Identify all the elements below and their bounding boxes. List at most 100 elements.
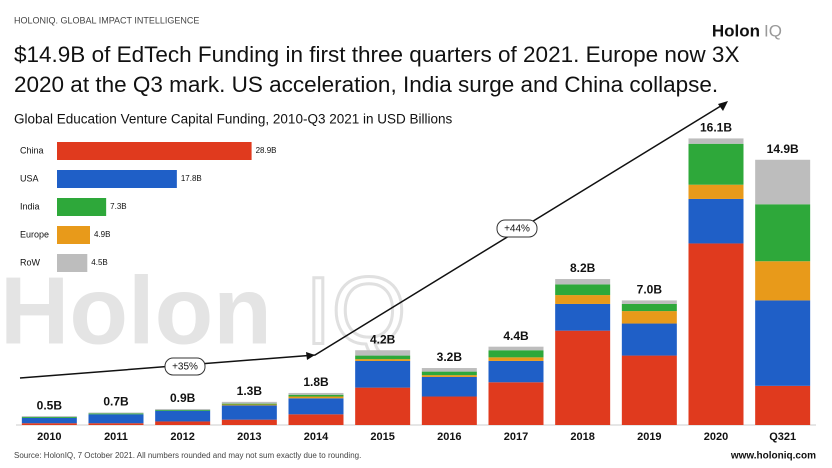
bar-segment xyxy=(555,303,611,331)
bar-segment xyxy=(288,414,344,425)
bar-segment xyxy=(88,423,144,425)
title-line: $14.9B of EdTech Funding in first three … xyxy=(14,42,739,67)
bar-segment xyxy=(421,371,477,376)
x-tick-label: 2013 xyxy=(237,431,261,443)
bar-segment xyxy=(21,417,77,424)
bar-segment xyxy=(355,355,411,360)
bar-segment xyxy=(755,385,811,425)
bar-segment xyxy=(755,300,811,386)
total-label: 0.7B xyxy=(103,395,129,409)
bar-segment xyxy=(421,375,477,377)
bar-segment xyxy=(288,392,344,395)
bar-segment xyxy=(221,403,277,405)
value-label: 4.5B xyxy=(91,258,107,267)
annotation: +35% xyxy=(172,362,198,373)
bar-segment xyxy=(688,143,744,185)
category-label: RoW xyxy=(20,257,41,267)
bar xyxy=(57,170,177,188)
bar-segment xyxy=(21,416,77,418)
title-line: 2020 at the Q3 mark. US acceleration, In… xyxy=(14,72,718,97)
bar xyxy=(57,226,90,244)
arrow-head xyxy=(306,352,315,360)
watermark-suffix: IQ xyxy=(305,257,406,364)
bar-segment xyxy=(555,330,611,425)
x-tick-label: 2017 xyxy=(504,431,528,443)
bar-segment xyxy=(288,398,344,415)
bar-segment xyxy=(221,404,277,406)
annotation: +44% xyxy=(504,224,530,235)
bar-segment xyxy=(355,359,411,361)
bar-segment xyxy=(488,360,544,383)
total-label: 3.2B xyxy=(437,350,463,364)
website: www.holoniq.com xyxy=(730,451,816,462)
bar-segment xyxy=(288,394,344,397)
arrow-head xyxy=(718,101,728,111)
x-tick-label: 2020 xyxy=(704,431,728,443)
bar-segment xyxy=(88,412,144,414)
total-label: 1.3B xyxy=(237,384,263,398)
bar-segment xyxy=(755,204,811,262)
bar xyxy=(57,198,107,216)
value-label: 4.9B xyxy=(94,230,110,239)
category-label: China xyxy=(20,145,44,155)
bar-segment xyxy=(155,410,211,422)
bar-segment xyxy=(755,261,811,301)
bar-segment xyxy=(421,376,477,397)
total-label: 0.5B xyxy=(37,398,63,412)
bar-segment xyxy=(221,419,277,425)
bar-segment xyxy=(688,138,744,144)
total-label: 0.9B xyxy=(170,391,196,405)
bar-segment xyxy=(155,421,211,425)
bar-segment xyxy=(688,184,744,199)
total-label: 4.2B xyxy=(370,332,396,346)
x-tick-label: 2014 xyxy=(304,431,329,443)
total-label: 16.1B xyxy=(700,121,732,135)
bar xyxy=(57,254,88,272)
bar-segment xyxy=(688,198,744,244)
bar-segment xyxy=(355,350,411,356)
bar-segment xyxy=(221,401,277,404)
bar-segment xyxy=(555,279,611,285)
bar-segment xyxy=(621,355,677,425)
bar-segment xyxy=(488,350,544,358)
bar-segment xyxy=(21,423,77,425)
logo: Holon xyxy=(712,21,760,40)
x-tick-label: 2018 xyxy=(570,431,594,443)
bar-segment xyxy=(88,413,144,415)
bar-segment xyxy=(621,303,677,312)
total-label: 4.4B xyxy=(503,329,529,343)
bar-segment xyxy=(421,396,477,425)
x-tick-label: 2015 xyxy=(370,431,394,443)
bar-segment xyxy=(621,323,677,356)
x-tick-label: 2010 xyxy=(37,431,61,443)
annotation-box xyxy=(496,219,538,238)
watermark: Holon xyxy=(0,257,272,364)
category-label: Europe xyxy=(20,229,49,239)
bar-segment xyxy=(355,387,411,425)
bar-segment xyxy=(88,414,144,424)
x-tick-label: 2016 xyxy=(437,431,461,443)
value-label: 28.9B xyxy=(256,146,277,155)
total-label: 7.0B xyxy=(637,283,663,297)
bar-segment xyxy=(488,357,544,361)
bar-segment xyxy=(21,416,77,417)
total-label: 1.8B xyxy=(303,375,329,389)
x-tick-label: 2012 xyxy=(170,431,194,443)
annotation-box xyxy=(164,357,206,376)
total-label: 8.2B xyxy=(570,261,596,275)
source: Source: HolonIQ, 7 October 2021. All num… xyxy=(14,451,361,460)
x-tick-label: Q321 xyxy=(769,431,796,443)
value-label: 7.3B xyxy=(110,202,126,211)
bar-segment xyxy=(621,311,677,324)
bar-segment xyxy=(555,295,611,304)
bar-segment xyxy=(155,408,211,410)
bar-segment xyxy=(488,346,544,351)
x-tick-label: 2011 xyxy=(104,431,128,443)
subtitle: Global Education Venture Capital Funding… xyxy=(14,112,453,127)
bar-segment xyxy=(755,159,811,205)
bar-segment xyxy=(355,360,411,388)
brand: HOLONIQ. GLOBAL IMPACT INTELLIGENCE xyxy=(14,15,199,25)
total-label: 14.9B xyxy=(767,142,799,156)
logo-suffix: IQ xyxy=(764,21,782,40)
